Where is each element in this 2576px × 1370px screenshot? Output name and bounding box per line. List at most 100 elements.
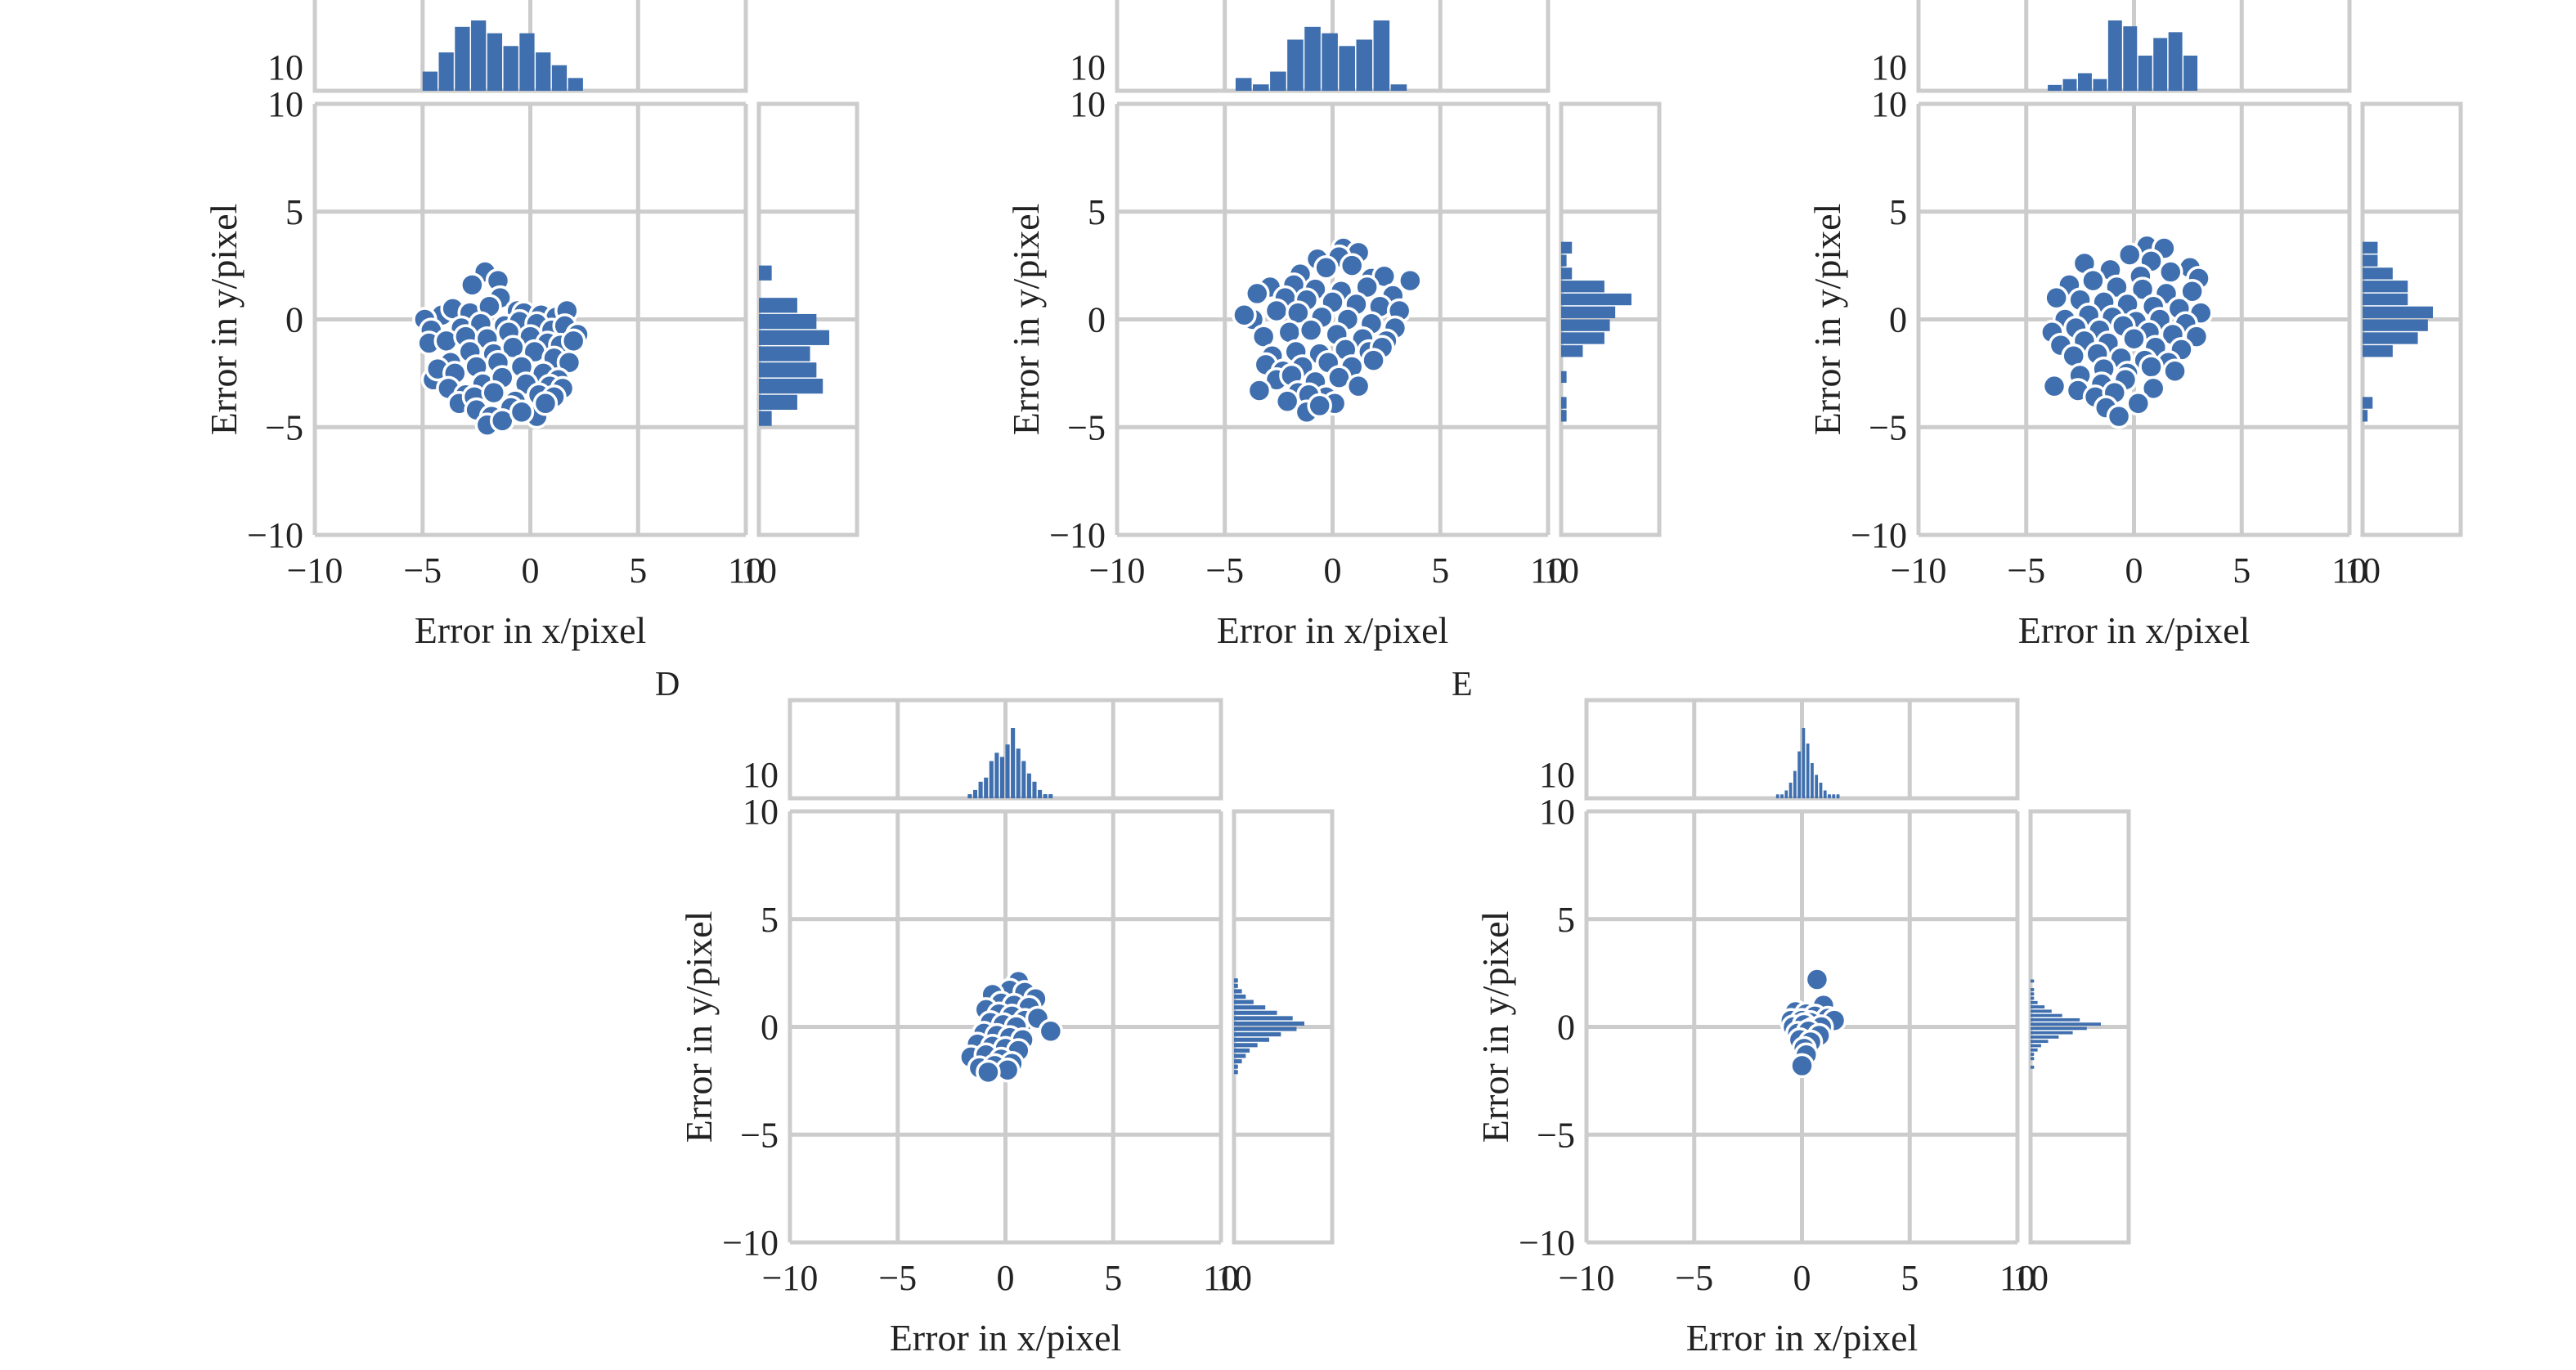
x-hist-bar: [1253, 84, 1269, 91]
x-hist-bar: [2077, 73, 2092, 91]
x-hist-bar: [2048, 84, 2062, 91]
x-hist-bar: [536, 52, 551, 91]
y-hist-bar: [1234, 1070, 1238, 1075]
x-hist-bar: [1832, 794, 1836, 798]
x-hist-bar: [1048, 793, 1053, 798]
x-tick-label: 5: [1901, 1258, 1919, 1298]
x-hist-bar: [1797, 751, 1801, 798]
panel-label: D: [655, 666, 680, 703]
y-tick-label: 10: [1070, 84, 1106, 124]
y-hist-bar: [759, 298, 797, 313]
x-axis-label: Error in x/pixel: [890, 1317, 1122, 1359]
y-tick-label: 0: [761, 1008, 779, 1048]
x-tick-label: 10: [728, 550, 764, 591]
x-tick-label: −5: [1205, 550, 1244, 591]
x-hist-bar: [2107, 20, 2122, 91]
x-hist-bar: [1270, 71, 1286, 91]
y-hist-bar: [2031, 1065, 2035, 1069]
y-hist-bar: [1561, 306, 1616, 318]
x-hist-bar: [519, 33, 535, 91]
x-hist-bar: [471, 20, 487, 91]
x-hist-bar: [967, 793, 972, 798]
y-tick-label: −5: [1537, 1115, 1575, 1155]
data-point: [509, 399, 535, 425]
x-marginal-tick-label: 10: [743, 755, 779, 795]
x-hist-bar: [1011, 728, 1016, 798]
x-tick-label: −10: [287, 550, 343, 591]
y-tick-label: −10: [722, 1223, 779, 1263]
y-tick-label: 5: [761, 900, 779, 940]
data-point: [1398, 267, 1423, 294]
y-hist-bar: [1234, 1026, 1297, 1031]
x-tick-label: 0: [997, 1258, 1015, 1298]
y-tick-label: 0: [1889, 300, 1907, 340]
y-hist-bar: [1234, 1016, 1293, 1021]
data-point: [1804, 967, 1830, 992]
y-tick-label: 5: [1889, 192, 1907, 232]
y-hist-bar: [2031, 1005, 2045, 1008]
x-tick-label: 10: [1999, 1258, 2035, 1298]
y-tick-label: −10: [247, 515, 303, 555]
y-hist-bar: [1234, 983, 1238, 988]
x-tick-label: −10: [1891, 550, 1947, 591]
y-hist-bar: [1234, 1021, 1304, 1026]
x-tick-label: 0: [522, 550, 540, 591]
x-hist-bar: [455, 26, 470, 92]
y-tick-label: 5: [1557, 900, 1575, 940]
y-hist-bar: [2363, 397, 2373, 409]
y-tick-label: −5: [740, 1115, 779, 1155]
y-hist-bar: [1234, 1043, 1258, 1048]
y-hist-bar: [1234, 978, 1238, 983]
y-hist-bar: [759, 394, 797, 410]
x-tick-label: 5: [1431, 550, 1449, 591]
y-tick-label: −10: [1851, 515, 1907, 555]
x-hist-bar: [487, 33, 503, 91]
y-axis-label: Error in y/pixel: [1005, 204, 1047, 436]
y-hist-bar: [1234, 994, 1246, 999]
x-hist-bar: [1339, 46, 1355, 91]
x-hist-bar: [1235, 78, 1252, 91]
x-hist-bar: [1356, 39, 1373, 91]
data-point: [1339, 253, 1365, 278]
x-hist-bar: [1038, 789, 1043, 798]
x-hist-bar: [1005, 744, 1010, 798]
y-hist-bar: [2363, 345, 2393, 357]
y-hist-bar: [1561, 281, 1604, 293]
y-tick-label: −5: [1067, 407, 1106, 447]
y-hist-bar: [759, 346, 810, 362]
x-marginal-tick-label: 10: [1871, 47, 1907, 88]
y-hist-bar: [759, 313, 817, 330]
x-hist-bar: [1780, 794, 1784, 798]
x-tick-label: 10: [1203, 1258, 1239, 1298]
x-hist-bar: [999, 757, 1004, 798]
data-point: [2138, 354, 2164, 380]
x-hist-bar: [2168, 32, 2183, 92]
x-hist-bar: [1775, 794, 1779, 798]
y-tick-label: 10: [743, 792, 779, 832]
y-axis-label: Error in y/pixel: [1806, 204, 1848, 436]
y-hist-bar: [1561, 345, 1583, 357]
y-hist-bar: [1234, 1005, 1266, 1010]
y-hist-bar: [2031, 1017, 2080, 1022]
data-point: [2041, 373, 2067, 399]
y-tick-label: 0: [1088, 300, 1106, 340]
y-tick-label: −5: [265, 407, 303, 447]
y-hist-bar: [1561, 241, 1573, 254]
data-point: [2179, 278, 2205, 304]
y-hist-bar: [2031, 992, 2035, 996]
x-hist-bar: [1788, 782, 1793, 798]
y-hist-bar: [1561, 371, 1567, 384]
y-tick-label: −5: [1869, 407, 1907, 447]
y-axis-label: Error in y/pixel: [678, 911, 720, 1143]
x-hist-bar: [2093, 79, 2107, 91]
data-point: [2125, 391, 2152, 416]
data-point: [1263, 298, 1290, 324]
x-tick-label: −10: [1089, 550, 1146, 591]
x-tick-label: 0: [2125, 550, 2143, 591]
x-hist-bar: [1815, 775, 1819, 798]
x-tick-label: 5: [2233, 550, 2251, 591]
y-tick-label: 0: [1557, 1008, 1575, 1048]
x-axis-label: Error in x/pixel: [1217, 609, 1449, 651]
x-tick-label: −10: [762, 1258, 819, 1298]
